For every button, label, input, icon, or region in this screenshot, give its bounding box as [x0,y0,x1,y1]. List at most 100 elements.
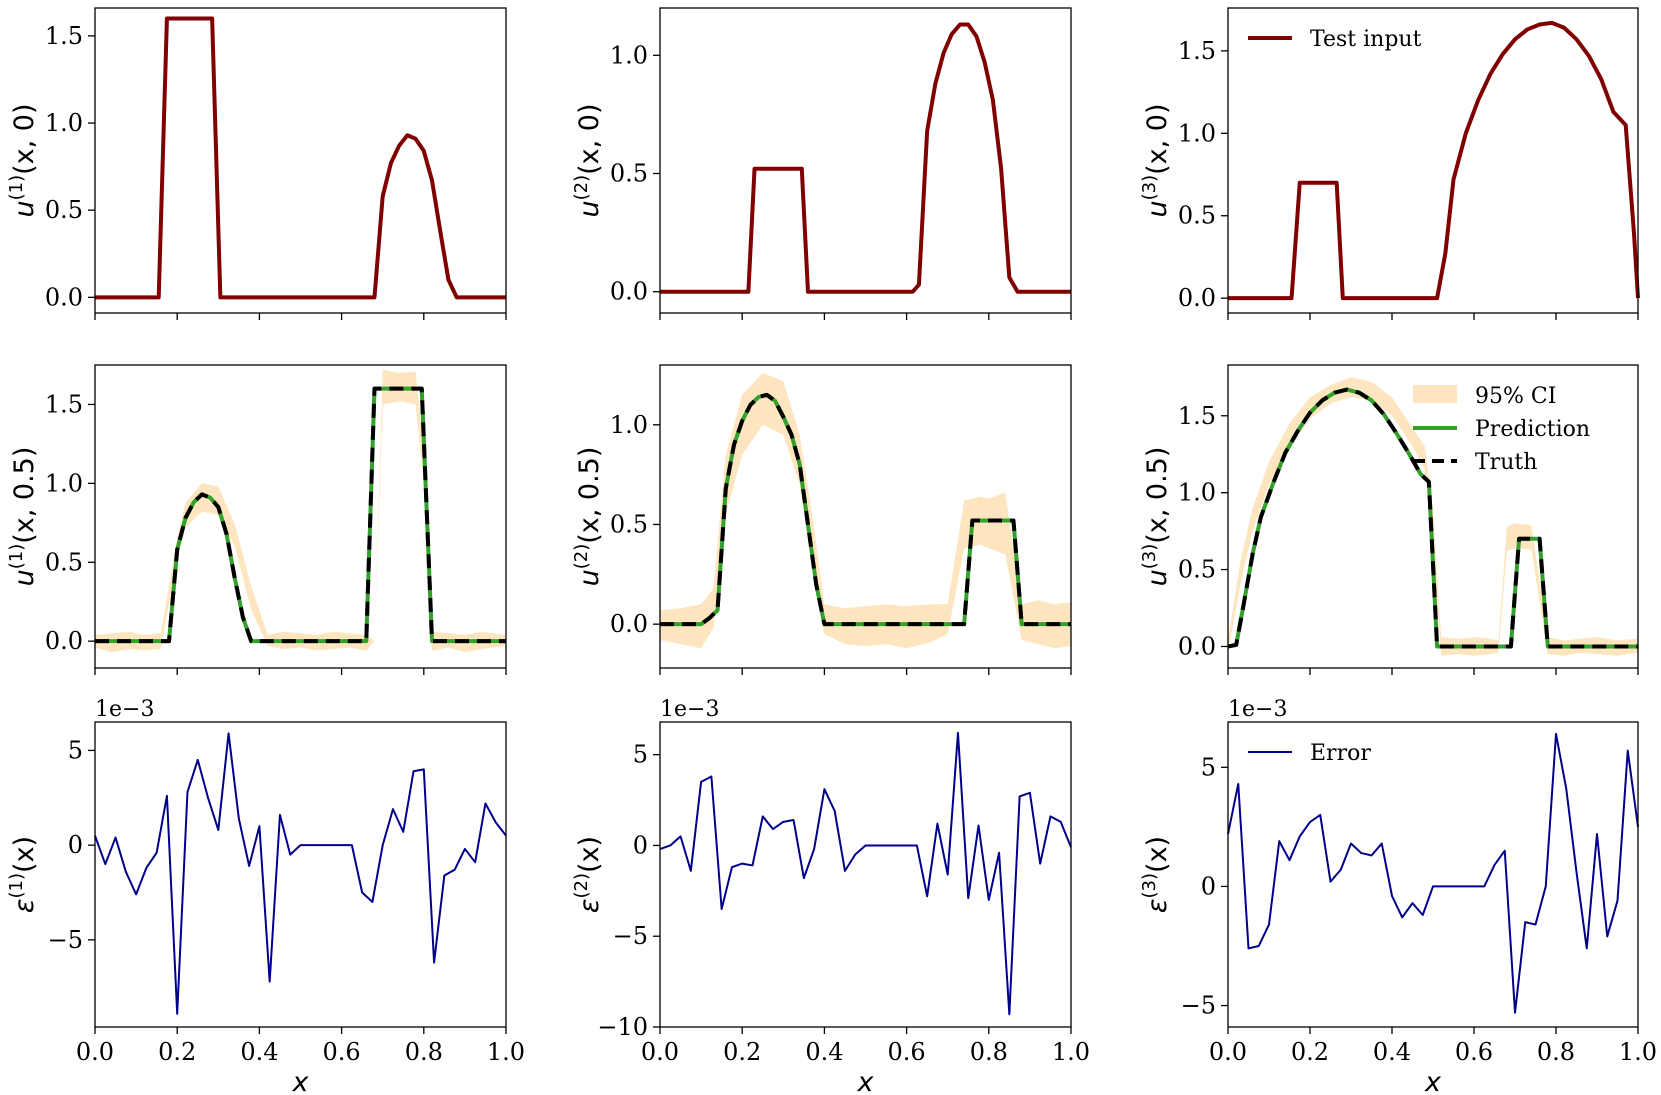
axes-frame [1227,364,1639,669]
axes-frame [659,721,1072,1028]
y-tick-label: 1.5 [45,22,83,50]
y-tick-label: 0.5 [1178,202,1216,230]
y-tick-label: −5 [48,926,83,954]
y-tick-label: 0.5 [610,160,648,188]
x-axis-label: x [292,1067,310,1095]
y-axis-label: u(2)(x, 0.5) [571,447,605,587]
panel-u1_t0: 0.0 0.5 1.0 1.5 u(1)(x, 0) [6,7,507,320]
series-error [659,731,1072,1016]
x-tick-label: 0.2 [158,1038,196,1066]
y-tick-label: 0 [68,831,83,859]
y-axis-label: u(1)(x, 0) [6,103,40,217]
y-tick-label: 0 [1201,872,1216,900]
y-tick-label: 1.5 [1178,402,1216,430]
series-error [94,732,507,1015]
offset-text: 1e−3 [1228,697,1287,722]
x-tick-label: 0.4 [240,1038,278,1066]
y-tick-label: 0.5 [1178,556,1216,584]
x-tick-label: 0.2 [1291,1038,1329,1066]
legend: 95% CI Prediction Truth [1413,384,1590,475]
series-truth [95,386,506,644]
y-tick-label: 0.0 [1178,632,1216,660]
offset-text: 1e−3 [95,697,154,722]
panel-err3: −5 0 5 0.0 0.2 0.4 0.6 0.8 1.0 x 1e−3 ε(3)(x) Error [1139,697,1657,1095]
axes-frame [94,721,507,1028]
y-axis-label: u(2)(x, 0) [571,103,605,217]
panel-u3_t0: 0.0 0.5 1.0 1.5 u(3)(x, 0) Test input [1139,7,1640,320]
ci-band [660,372,1071,649]
ci-band [1228,377,1638,656]
series-test-input [95,16,506,300]
y-tick-label: 0.5 [45,548,83,576]
series-test-input [1228,20,1640,301]
panel-u2_t0: 0.0 0.5 1.0 u(2)(x, 0) [571,7,1072,320]
legend-label: Test input [1310,27,1422,52]
x-tick-label: 1.0 [1052,1038,1090,1066]
panel-u3_t05: 0.0 0.5 1.0 1.5u(3)(x, 0.5) 95% CI Prediction… [1139,364,1639,675]
panel-u2_t05: 0.0 0.5 1.0u(2)(x, 0.5) [571,364,1072,675]
y-tick-label: 1.5 [1178,37,1216,65]
panel-u1_t05: 0.0 0.5 1.0 1.5 u(1)(x, 0.5) [6,364,507,675]
series-truth [1227,387,1638,649]
legend: Test input [1248,27,1422,52]
legend: Error [1248,741,1371,766]
x-tick-label: 0.0 [641,1038,679,1066]
legend-label: 95% CI [1475,384,1556,409]
y-tick-label: 1.0 [1178,119,1216,147]
x-tick-label: 1.0 [1619,1038,1657,1066]
x-tick-label: 0.6 [888,1038,926,1066]
y-tick-label: 1.5 [45,390,83,418]
y-tick-label: −5 [613,922,648,950]
y-axis-label: u(3)(x, 0.5) [1139,447,1173,587]
y-tick-label: 1.0 [45,469,83,497]
legend-label: Error [1310,741,1371,766]
y-tick-label: −10 [597,1013,648,1041]
y-axis-label: ε(2)(x) [571,836,605,913]
y-tick-label: 5 [633,741,648,769]
y-tick-label: 0.0 [45,627,83,655]
x-tick-label: 0.2 [723,1038,761,1066]
x-tick-label: 0.6 [323,1038,361,1066]
axes-frame [1227,7,1639,314]
x-tick-label: 0.0 [1209,1038,1247,1066]
y-tick-label: 0.0 [1178,284,1216,312]
y-tick-label: 0.0 [610,278,648,306]
y-tick-label: 5 [1201,753,1216,781]
axes-frame [659,7,1072,314]
y-tick-label: 0.0 [610,610,648,638]
y-tick-label: 1.0 [1178,479,1216,507]
y-tick-label: 5 [68,736,83,764]
panel-err1: −5 0 5 0.0 0.2 0.4 0.6 0.8 1.0 x 1e−3 ε(1)(x) [6,697,525,1095]
y-axis-label: u(1)(x, 0.5) [6,447,40,587]
series-truth [660,392,1071,627]
y-tick-label: 0 [633,831,648,859]
x-tick-label: 1.0 [487,1038,525,1066]
y-tick-label: −5 [1181,992,1216,1020]
series-error [1227,732,1639,1014]
x-tick-label: 0.4 [1373,1038,1411,1066]
x-tick-label: 0.4 [805,1038,843,1066]
y-tick-label: 0.0 [45,283,83,311]
y-tick-label: 0.5 [610,510,648,538]
axes-frame [1227,721,1639,1028]
x-tick-label: 0.8 [405,1038,443,1066]
x-axis-label: x [857,1067,875,1095]
series-prediction [95,386,506,644]
legend-label: Prediction [1475,417,1590,442]
y-axis-label: ε(1)(x) [6,836,40,913]
axes-frame [94,364,507,669]
ci-band [95,369,506,653]
axes-frame [94,7,507,314]
x-tick-label: 0.8 [1537,1038,1575,1066]
y-tick-label: 0.5 [45,196,83,224]
series-test-input [660,22,1071,294]
legend-label: Truth [1475,450,1537,475]
y-tick-label: 1.0 [610,411,648,439]
offset-text: 1e−3 [660,697,719,722]
y-axis-label: ε(3)(x) [1139,836,1173,913]
y-tick-label: 1.0 [45,109,83,137]
x-tick-label: 0.6 [1455,1038,1493,1066]
axes-frame [659,364,1072,669]
y-axis-label: u(3)(x, 0) [1139,103,1173,217]
